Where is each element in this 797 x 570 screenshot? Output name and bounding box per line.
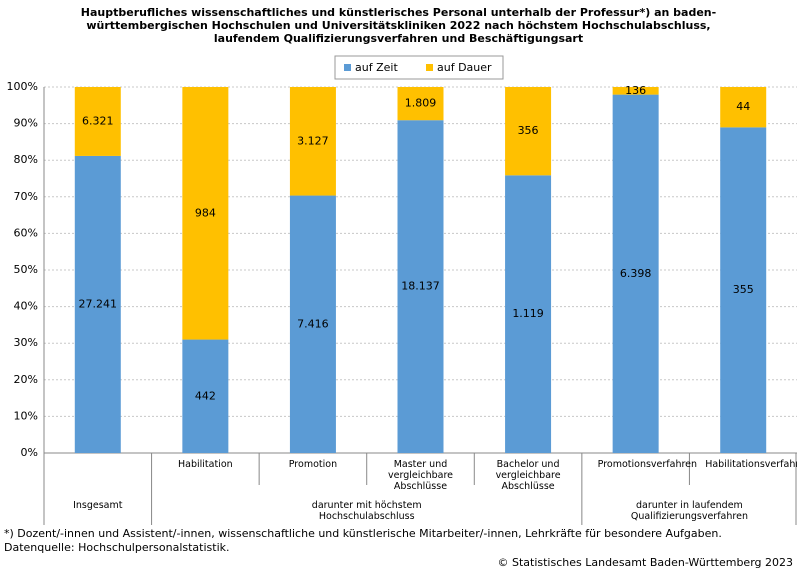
legend-swatch bbox=[344, 64, 351, 71]
bar-segment bbox=[289, 87, 336, 196]
data-label: 1.119 bbox=[512, 307, 544, 320]
bar-segment bbox=[182, 87, 229, 340]
bar-segment bbox=[612, 87, 659, 95]
bar-segment bbox=[720, 127, 767, 453]
bar-segment bbox=[74, 155, 121, 453]
x-tick-label: Bachelor und vergleichbare Abschlüsse bbox=[495, 459, 561, 492]
chart-title: laufendem Qualifizierungsverfahren und B… bbox=[213, 32, 584, 45]
x-tick-label: Habilitation bbox=[178, 459, 233, 470]
y-tick-label: 50% bbox=[14, 263, 38, 276]
legend-label: auf Dauer bbox=[437, 61, 492, 74]
data-label: 27.241 bbox=[79, 297, 118, 310]
y-tick-label: 20% bbox=[14, 373, 38, 386]
x-tick-label: Habilitationsverfahren bbox=[705, 459, 797, 470]
y-tick-label: 30% bbox=[14, 336, 38, 349]
bar-segment bbox=[397, 87, 444, 121]
data-label: 44 bbox=[736, 100, 750, 113]
bar-segment bbox=[505, 87, 552, 176]
y-tick-label: 100% bbox=[7, 80, 38, 93]
bar-segment bbox=[505, 175, 552, 453]
chart-title: Hauptberufliches wissenschaftliches und … bbox=[80, 6, 717, 19]
group-label: darunter mit höchstem Hochschulabschluss bbox=[311, 500, 422, 522]
chart-title: württembergischen Hochschulen und Univer… bbox=[86, 19, 711, 32]
data-label: 6.398 bbox=[620, 267, 652, 280]
x-tick-label: Master und vergleichbare Abschlüsse bbox=[388, 459, 453, 492]
data-label: 984 bbox=[195, 206, 216, 219]
x-tick-label: Promotion bbox=[288, 459, 338, 470]
data-label: 7.416 bbox=[297, 317, 329, 330]
legend-label: auf Zeit bbox=[355, 61, 398, 74]
legend-swatch bbox=[426, 64, 433, 71]
data-label: 136 bbox=[625, 84, 646, 97]
bar-segment bbox=[612, 94, 659, 454]
data-label: 6.321 bbox=[82, 114, 114, 127]
group-label: Insgesamt bbox=[73, 500, 123, 511]
bar-segment bbox=[720, 87, 767, 128]
x-tick-label: Promotionsverfahren bbox=[597, 459, 698, 470]
bar-segment bbox=[182, 339, 229, 453]
bar-segment bbox=[74, 87, 121, 156]
bar-segment bbox=[397, 120, 444, 453]
y-tick-label: 0% bbox=[21, 446, 38, 459]
y-tick-label: 10% bbox=[14, 409, 38, 422]
data-label: 3.127 bbox=[297, 134, 329, 147]
group-label: darunter in laufendem Qualifizierungsver… bbox=[630, 500, 748, 522]
y-tick-label: 90% bbox=[14, 117, 38, 130]
legend-box bbox=[334, 55, 504, 80]
data-label: 356 bbox=[518, 124, 539, 137]
data-label: 1.809 bbox=[405, 97, 437, 110]
y-tick-label: 60% bbox=[14, 226, 38, 239]
y-tick-label: 80% bbox=[14, 153, 38, 166]
data-label: 442 bbox=[195, 389, 216, 402]
footnote: *) Dozent/-innen und Assistent/-innen, w… bbox=[4, 527, 722, 540]
y-tick-label: 40% bbox=[14, 300, 38, 313]
data-label: 18.137 bbox=[401, 280, 440, 293]
source: © Statistisches Landesamt Baden-Württemb… bbox=[497, 556, 793, 569]
y-tick-label: 70% bbox=[14, 190, 38, 203]
bar-segment bbox=[289, 195, 336, 454]
footnote: Datenquelle: Hochschulpersonalstatistik. bbox=[4, 541, 230, 554]
data-label: 355 bbox=[733, 283, 754, 296]
